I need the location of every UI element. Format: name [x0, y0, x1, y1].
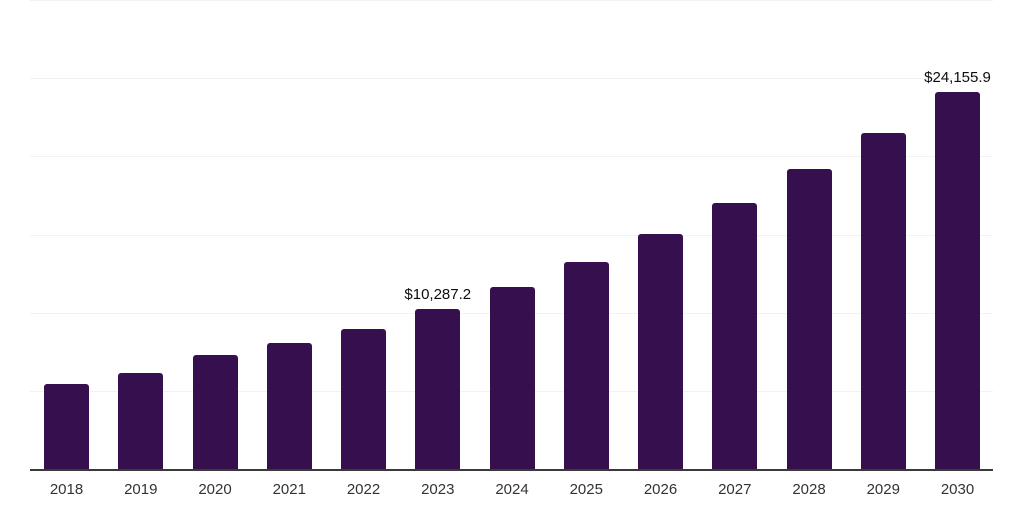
- bar-cell-2022: [341, 1, 386, 470]
- x-tick-label-2024: 2024: [495, 481, 529, 498]
- data-label-2030: $24,155.9: [924, 69, 991, 87]
- bar-cell-2027: [712, 1, 758, 470]
- bar-cell-2021: [266, 1, 312, 470]
- bar-cell-2018: [44, 1, 89, 470]
- x-tick-label-2025: 2025: [569, 481, 603, 498]
- bar-cell-2029: [860, 1, 906, 470]
- bar-cell-2019: [118, 1, 164, 470]
- bar-2027[interactable]: [712, 203, 758, 470]
- bar-2018[interactable]: [44, 384, 89, 470]
- gridline: [30, 234, 993, 236]
- bar-2024[interactable]: [489, 286, 535, 470]
- x-axis-labels: 2018 2019 2020 2021 2022 2023 2024 2025 2026 2027…: [30, 482, 993, 497]
- bars-container: $10,287.2 $24,155.9: [30, 1, 993, 470]
- bar-2030[interactable]: [935, 92, 980, 470]
- bar-2019[interactable]: [118, 372, 164, 470]
- data-label-2023: $10,287.2: [404, 286, 472, 304]
- x-tick-label-2023: 2023: [421, 481, 455, 498]
- gridline: [30, 78, 993, 80]
- bar-cell-2020: [192, 1, 238, 470]
- bar-2021[interactable]: [266, 343, 312, 470]
- x-tick-label-2019: 2019: [124, 481, 158, 498]
- x-tick-label-2020: 2020: [198, 481, 232, 498]
- bar-cell-2028: [786, 1, 832, 470]
- bar-cell-2026: [638, 1, 683, 470]
- bar-2026[interactable]: [638, 233, 683, 470]
- x-tick-label-2021: 2021: [272, 481, 306, 498]
- bar-cell-2023: $10,287.2: [404, 1, 471, 470]
- gridline: [30, 156, 993, 158]
- gridline: [30, 0, 993, 1]
- bar-2020[interactable]: [192, 354, 238, 470]
- bar-cell-2025: [563, 1, 609, 470]
- x-tick-label-2022: 2022: [346, 481, 381, 498]
- bar-2023[interactable]: [415, 309, 461, 470]
- bar-2028[interactable]: [786, 169, 832, 470]
- x-tick-label-2027: 2027: [718, 481, 752, 498]
- x-tick-label-2030: 2030: [940, 481, 975, 498]
- x-tick-label-2018: 2018: [49, 481, 84, 498]
- bar-2029[interactable]: [860, 133, 906, 470]
- x-tick-label-2028: 2028: [792, 481, 826, 498]
- bar-2022[interactable]: [341, 329, 386, 470]
- bar-cell-2024: [489, 1, 535, 470]
- bar-cell-2030: $24,155.9: [924, 1, 991, 470]
- plot-area: $10,287.2 $24,155.9: [30, 0, 993, 471]
- x-tick-label-2029: 2029: [866, 481, 900, 498]
- x-axis-line: [30, 469, 993, 471]
- bar-2025[interactable]: [563, 261, 609, 470]
- x-tick-label-2026: 2026: [643, 481, 678, 498]
